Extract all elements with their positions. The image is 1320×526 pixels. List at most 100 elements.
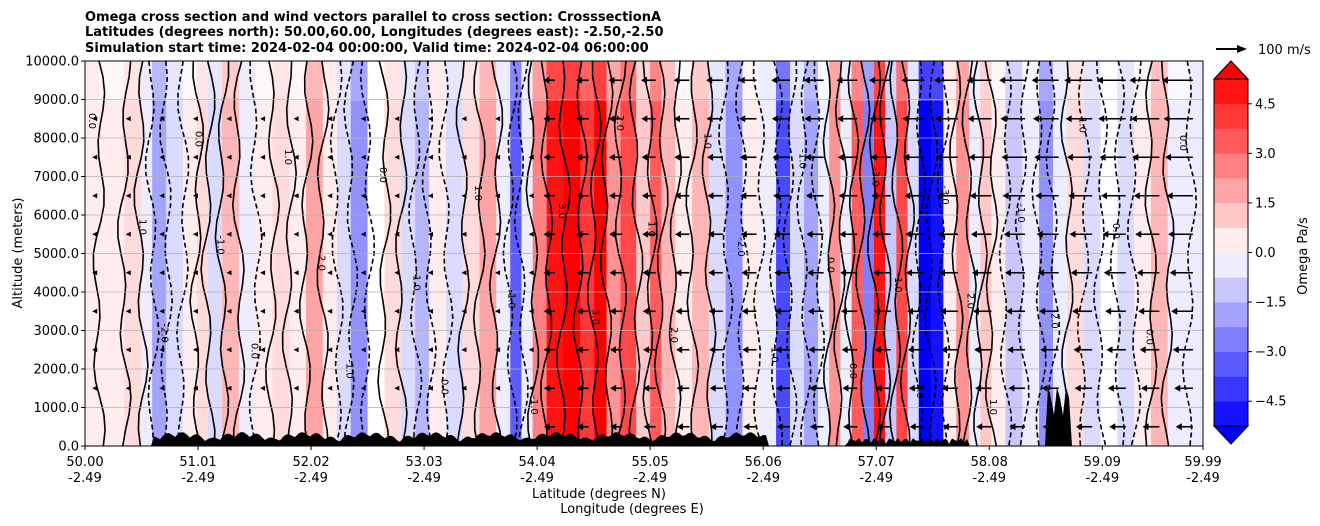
wind-vector-head — [641, 76, 648, 84]
wind-vector-head — [226, 385, 232, 391]
wind-vector-head — [576, 384, 583, 392]
wind-vector-head — [360, 270, 366, 276]
wind-vector-head — [706, 115, 713, 123]
x-tick-label-longitude: -2.49 — [1186, 471, 1220, 486]
wind-vector-head — [394, 154, 400, 160]
wind-vector-head — [394, 347, 400, 353]
wind-vector-head — [676, 423, 683, 431]
colorbar-label: Omega Pa/s — [1296, 217, 1311, 295]
wind-vector-head — [774, 307, 781, 315]
wind-vector-head — [838, 192, 845, 200]
wind-vector-head — [192, 347, 198, 353]
colorbar-level — [1214, 351, 1248, 377]
wind-vector-head — [1139, 346, 1146, 354]
wind-vector-head — [1066, 153, 1073, 161]
wind-vector-head — [674, 192, 681, 200]
omega-band-fringe — [429, 61, 447, 101]
wind-vector-head — [902, 115, 909, 123]
wind-vector-head — [1130, 115, 1137, 123]
wind-vector-head — [1008, 384, 1015, 392]
vector-key: 100 m/s — [1216, 43, 1311, 58]
wind-vector-head — [92, 116, 98, 122]
vector-key-arrow-head — [1237, 45, 1247, 53]
wind-vector-head — [327, 116, 333, 122]
omega-band-fringe — [496, 61, 511, 101]
wind-vector-head — [803, 76, 810, 84]
colorbar-tick-label: −3.0 — [1255, 345, 1287, 360]
wind-vector-head — [739, 115, 746, 123]
x-tick-label-latitude: 54.04 — [519, 455, 556, 470]
wind-vector-head — [260, 231, 266, 237]
omega-band-fringe — [759, 61, 777, 101]
colorbar-level — [1214, 79, 1248, 105]
y-axis: 0.0 1000.0 2000.0 3000.0 4000.0 5000.0 6000.0 7… — [25, 55, 85, 455]
wind-vector-head — [360, 231, 366, 237]
wind-vector-head — [941, 384, 948, 392]
y-tick-label: 4000.0 — [34, 286, 80, 301]
x-tick-label-longitude: -2.49 — [181, 471, 215, 486]
omega-band-fringe — [790, 61, 805, 101]
wind-vector-layer — [92, 76, 1193, 431]
wind-vector-head — [495, 385, 501, 391]
wind-vector-head — [843, 423, 850, 431]
wind-vector-head — [260, 308, 266, 314]
wind-vector-head — [1072, 307, 1079, 315]
wind-vector-head — [1006, 307, 1013, 315]
wind-vector-head — [1107, 384, 1114, 392]
wind-vector-head — [327, 193, 333, 199]
contour-label: -2.0 — [159, 323, 170, 343]
colorbar-level — [1214, 252, 1248, 278]
wind-vector-head — [942, 423, 949, 431]
wind-vector-head — [969, 192, 976, 200]
omega-band-fringe — [85, 61, 100, 101]
omega-band-fringe — [272, 61, 290, 101]
wind-vector-head — [528, 154, 534, 160]
wind-vector-head — [642, 230, 649, 238]
wind-vector-head — [676, 346, 683, 354]
wind-vector-head — [609, 307, 616, 315]
y-tick-label: 7000.0 — [34, 170, 80, 185]
wind-vector-head — [1003, 230, 1010, 238]
wind-vector-head — [805, 192, 812, 200]
wind-vector-head — [543, 153, 550, 161]
wind-vector-head — [427, 231, 433, 237]
y-tick-label: 5000.0 — [34, 247, 80, 262]
wind-vector-head — [1171, 307, 1178, 315]
colorbar-level — [1214, 302, 1248, 328]
contour-label: 0.0 — [1110, 223, 1121, 239]
wind-vector-head — [543, 230, 550, 238]
wind-vector-head — [293, 154, 299, 160]
wind-vector-head — [1174, 384, 1181, 392]
wind-vector-head — [125, 308, 131, 314]
wind-vector-head — [461, 347, 467, 353]
wind-vector-head — [159, 308, 165, 314]
wind-vector-head — [971, 269, 978, 277]
wind-vector-head — [1074, 384, 1081, 392]
omega-band-fringe — [1117, 61, 1135, 101]
y-tick-label: 10000.0 — [25, 55, 79, 70]
wind-vector-head — [1166, 192, 1173, 200]
wind-vector-head — [641, 115, 648, 123]
y-axis-label: Altitude (meters) — [11, 198, 26, 309]
wind-vector-head — [394, 231, 400, 237]
wind-vector-head — [836, 76, 843, 84]
grid-layer — [85, 99, 1203, 408]
wind-vector-head — [192, 116, 198, 122]
wind-vector-head — [642, 307, 649, 315]
wind-vector-head — [940, 346, 947, 354]
wind-vector-head — [226, 154, 232, 160]
wind-vector-head — [840, 269, 847, 277]
omega-band-fringe — [306, 61, 324, 101]
wind-vector-head — [875, 384, 882, 392]
wind-vector-head — [125, 116, 131, 122]
wind-vector-head — [360, 116, 366, 122]
omega-band-fringe — [182, 61, 198, 101]
wind-vector-head — [641, 192, 648, 200]
wind-vector-head — [260, 385, 266, 391]
wind-vector-head — [873, 269, 880, 277]
wind-vector-head — [226, 116, 232, 122]
wind-vector-head — [1073, 346, 1080, 354]
contour-label: -1.0 — [1015, 203, 1026, 223]
wind-vector-head — [909, 423, 916, 431]
contour-label: -1.0 — [914, 379, 925, 399]
